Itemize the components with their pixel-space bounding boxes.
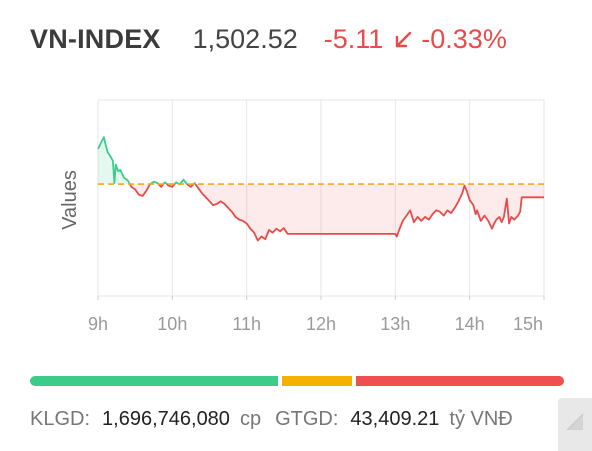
line-segment-down-5: [166, 183, 176, 188]
line-segment-up-8: [179, 178, 188, 185]
x-tick-label-14h: 14h: [455, 314, 485, 334]
klgd-value: 1,696,746,080: [102, 408, 230, 430]
index-header: VN-INDEX 1,502.52 -5.11 -0.33%: [30, 24, 507, 64]
line-segment-down-3: [157, 183, 165, 188]
x-tick-label-11h: 11h: [232, 314, 261, 334]
klgd-unit: cp: [239, 408, 262, 430]
index-value: 1,502.52: [192, 24, 298, 54]
x-tick-label-9h: 9h: [88, 314, 108, 334]
index-change: -5.11 -0.33%: [324, 24, 507, 55]
x-tick-label-15h: 15h: [513, 314, 543, 334]
area-above-reference: [98, 137, 196, 185]
change-points: -5.11: [323, 24, 384, 54]
line-segment-down-9: [186, 183, 195, 188]
area-below-reference: [129, 184, 544, 241]
gtgd-unit: tỷ VNĐ: [449, 408, 513, 430]
page-curl-button[interactable]: [558, 398, 592, 451]
x-axis-ticks: 9h 10h 11h 12h 13h 14h 15h: [88, 314, 543, 334]
breadth-bar-down: [355, 376, 564, 386]
breadth-bar-up: [30, 376, 279, 386]
x-tick-label-12h: 12h: [306, 314, 336, 334]
index-name[interactable]: VN-INDEX: [30, 24, 161, 54]
change-percent: -0.33%: [421, 24, 507, 54]
line-segment-down-11: [194, 183, 544, 242]
y-axis-label: Values: [59, 170, 81, 230]
arrow-down-left-icon: [393, 26, 413, 48]
gtgd-value: 43,409.21: [350, 408, 440, 430]
intraday-chart: 9h 10h 11h 12h 13h 14h 15h Values: [59, 99, 545, 334]
x-tick-label-13h: 13h: [380, 314, 410, 334]
x-tick-label-10h: 10h: [157, 314, 187, 334]
page-curl-icon: [566, 413, 584, 431]
klgd-label: KLGD:: [30, 408, 91, 430]
gtgd-label: GTGD:: [275, 408, 339, 430]
line-segment-up-0: [97, 136, 131, 185]
line-segment-down-1: [129, 183, 151, 197]
breadth-bar-unchanged: [282, 376, 352, 386]
trading-summary: KLGD: 1,696,746,080 cp GTGD: 43,409.21 t…: [30, 408, 513, 431]
